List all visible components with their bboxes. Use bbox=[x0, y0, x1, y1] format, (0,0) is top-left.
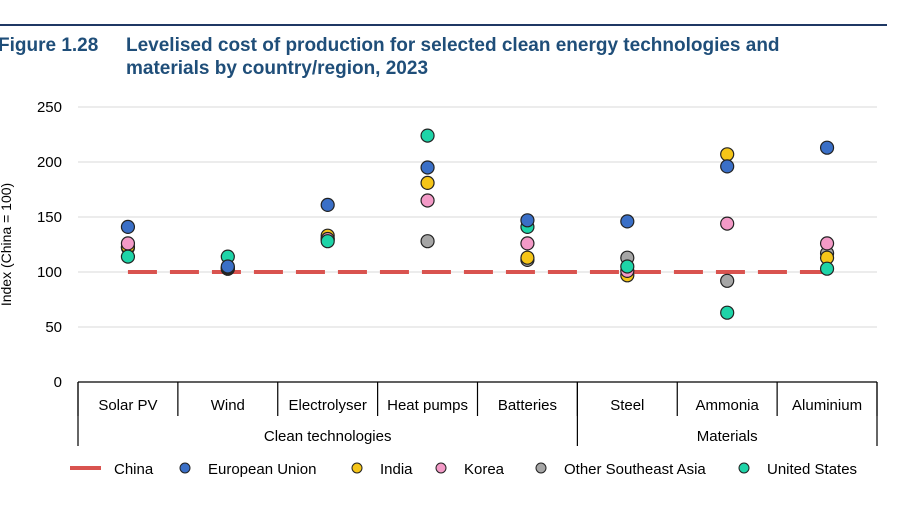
point-korea bbox=[420, 193, 435, 208]
figure-title: Figure 1.28 Levelised cost of production … bbox=[0, 34, 780, 80]
y-tick-label: 250 bbox=[37, 99, 62, 116]
point-united-states bbox=[819, 261, 835, 276]
legend-label: India bbox=[380, 461, 413, 478]
title-line-2: materials by country/region, 2023 bbox=[126, 58, 429, 79]
category-label: Steel bbox=[610, 397, 644, 414]
figure-number: Figure 1.28 bbox=[0, 35, 99, 56]
point-other-southeast-asia bbox=[720, 273, 735, 288]
point-other-southeast-asia bbox=[420, 234, 435, 249]
group-label: Materials bbox=[697, 428, 758, 445]
point-india bbox=[720, 147, 735, 162]
point-united-states bbox=[420, 128, 435, 143]
point-european-union bbox=[520, 213, 535, 228]
point-korea bbox=[720, 216, 735, 231]
point-india bbox=[420, 175, 435, 190]
legend-swatch bbox=[738, 462, 750, 474]
category-label: Electrolyser bbox=[289, 397, 367, 414]
category-label: Batteries bbox=[498, 397, 557, 414]
point-united-states bbox=[620, 259, 635, 274]
point-european-union bbox=[620, 214, 635, 229]
legend-swatch bbox=[435, 462, 447, 474]
category-label: Heat pumps bbox=[387, 397, 468, 414]
y-tick-label: 100 bbox=[37, 264, 62, 281]
legend-label: United States bbox=[767, 461, 857, 478]
point-european-union bbox=[819, 140, 835, 155]
y-tick-label: 0 bbox=[54, 374, 62, 391]
point-european-union bbox=[320, 197, 335, 212]
group-label: Clean technologies bbox=[264, 428, 392, 445]
category-label: Solar PV bbox=[98, 397, 157, 414]
legend-label: European Union bbox=[208, 461, 316, 478]
point-european-union bbox=[420, 160, 435, 175]
point-korea bbox=[120, 236, 136, 251]
point-united-states bbox=[320, 234, 335, 249]
point-united-states bbox=[720, 305, 735, 320]
legend-label: Korea bbox=[464, 461, 505, 478]
point-korea bbox=[520, 236, 535, 251]
y-tick-label: 200 bbox=[37, 154, 62, 171]
legend-label: China bbox=[114, 461, 154, 478]
category-label: Aluminium bbox=[792, 397, 862, 414]
point-united-states bbox=[120, 249, 136, 264]
title-line-1: Levelised cost of production for selecte… bbox=[126, 35, 780, 56]
category-label: Wind bbox=[211, 397, 245, 414]
point-european-union bbox=[120, 219, 136, 234]
legend-swatch bbox=[179, 462, 191, 474]
y-axis-label: Index (China = 100) bbox=[0, 183, 14, 306]
y-tick-label: 150 bbox=[37, 209, 62, 226]
legend-swatch bbox=[535, 462, 547, 474]
y-tick-label: 50 bbox=[45, 319, 62, 336]
point-european-union bbox=[220, 259, 235, 274]
point-korea bbox=[819, 236, 835, 251]
header-rule bbox=[0, 24, 887, 26]
legend-label: Other Southeast Asia bbox=[564, 461, 706, 478]
legend-swatch bbox=[351, 462, 363, 474]
point-european-union bbox=[720, 159, 735, 174]
point-india bbox=[520, 250, 535, 265]
category-label: Ammonia bbox=[696, 397, 760, 414]
